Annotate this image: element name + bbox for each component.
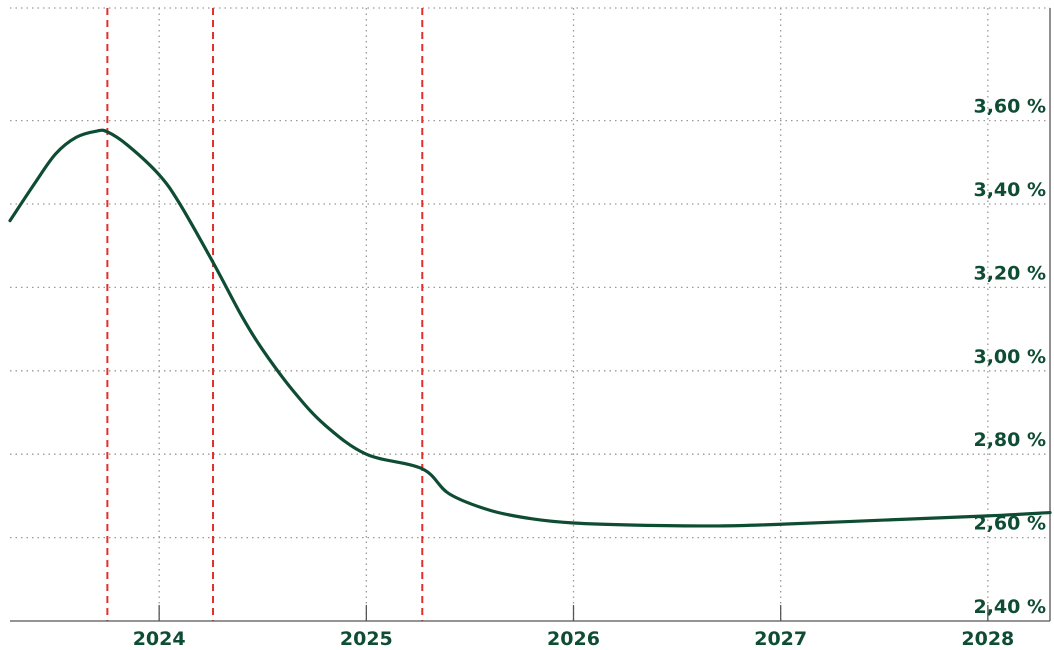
y-tick-label: 2,40 % — [973, 596, 1046, 618]
y-tick-label: 2,80 % — [973, 429, 1046, 451]
x-tick-label: 2027 — [754, 628, 807, 650]
axis-layer — [10, 8, 1051, 622]
grid-layer — [10, 7, 1050, 621]
y-tick-label: 2,60 % — [973, 513, 1046, 535]
x-tick-label: 2025 — [340, 628, 393, 650]
y-tick-label: 3,00 % — [973, 346, 1046, 368]
x-tick-label: 2026 — [547, 628, 600, 650]
y-tick-label: 3,40 % — [973, 179, 1046, 201]
marker-layer — [106, 8, 424, 621]
y-tick-label: 3,20 % — [973, 262, 1046, 284]
y-tick-label: 3,60 % — [973, 96, 1046, 118]
series-line — [8, 128, 1052, 528]
x-tick-label: 2028 — [961, 628, 1014, 650]
series-layer — [8, 128, 1052, 528]
label-layer: 2,40 % 2,60 % 2,80 % 3,00 % 3,20 % 3,40 % 3,60… — [133, 96, 1046, 650]
x-tick-label: 2024 — [133, 628, 186, 650]
